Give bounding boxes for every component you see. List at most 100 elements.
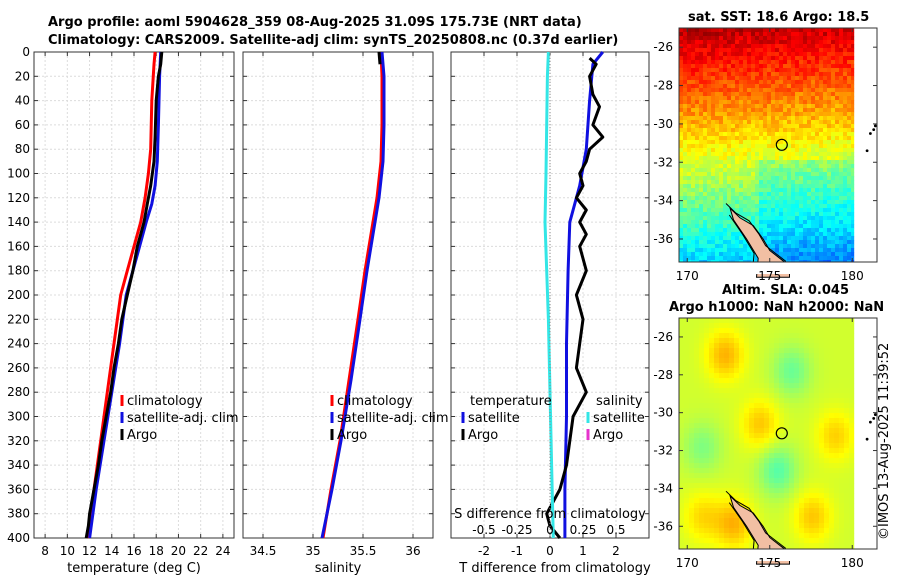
map-cell	[719, 224, 724, 229]
map-cell	[679, 323, 685, 329]
map-cell	[699, 160, 704, 165]
map-cell	[795, 184, 800, 189]
map-cell	[719, 373, 725, 379]
island-dot	[865, 437, 869, 441]
map-cell	[759, 413, 765, 419]
map-cell	[804, 368, 810, 374]
map-cell	[787, 28, 792, 33]
map-cell	[715, 200, 720, 205]
map-cell	[727, 164, 732, 169]
map-cell	[759, 80, 764, 85]
map-cell	[783, 236, 788, 241]
map-cell	[844, 363, 850, 369]
map-cell	[807, 92, 812, 97]
map-cell	[799, 116, 804, 121]
map-cell	[783, 36, 788, 41]
map-cell	[723, 184, 728, 189]
map-cell	[749, 493, 755, 499]
map-cell	[755, 184, 760, 189]
map-cell	[719, 204, 724, 209]
map-cell	[715, 44, 720, 49]
map-cell	[735, 156, 740, 161]
map-cell	[679, 463, 685, 469]
map-cell	[819, 36, 824, 41]
map-cell	[679, 468, 685, 474]
map-cell	[783, 208, 788, 213]
map-cell	[715, 64, 720, 69]
map-cell	[683, 168, 688, 173]
map-cell	[715, 212, 720, 217]
map-cell	[683, 212, 688, 217]
map-cell	[794, 333, 800, 339]
map-cell	[759, 418, 765, 424]
map-cell	[784, 413, 790, 419]
map-cell	[847, 244, 852, 249]
map-cell	[844, 443, 850, 449]
map-cell	[827, 60, 832, 65]
map-cell	[759, 478, 765, 484]
map-cell	[703, 176, 708, 181]
map-cell	[769, 328, 775, 334]
map-cell	[754, 408, 760, 414]
map-cell	[799, 220, 804, 225]
map-cell	[763, 220, 768, 225]
map-cell	[807, 64, 812, 69]
diff-temp-legend-label: satellite	[468, 411, 520, 426]
map-cell	[827, 116, 832, 121]
map-cell	[804, 323, 810, 329]
map-cell	[783, 148, 788, 153]
map-cell	[694, 323, 700, 329]
map-cell	[815, 36, 820, 41]
map-cell	[809, 538, 815, 544]
map-cell	[764, 383, 770, 389]
map-cell	[829, 413, 835, 419]
map-cell	[795, 76, 800, 81]
map-cell	[829, 538, 835, 544]
map-cell	[723, 108, 728, 113]
map-cell	[764, 363, 770, 369]
map-cell	[829, 433, 835, 439]
map-cell	[687, 52, 692, 57]
map-cell	[849, 438, 855, 444]
map-cell	[719, 116, 724, 121]
map-cell	[779, 252, 784, 257]
map-cell	[819, 28, 824, 33]
map-cell	[783, 72, 788, 77]
map-cell	[829, 428, 835, 434]
map-cell	[723, 216, 728, 221]
map-cell	[849, 538, 855, 544]
map-cell	[747, 164, 752, 169]
map-cell	[723, 72, 728, 77]
map-cell	[749, 453, 755, 459]
map-cell	[809, 423, 815, 429]
map-cell	[763, 56, 768, 61]
map-cell	[849, 543, 855, 549]
map-cell	[751, 196, 756, 201]
map-cell	[787, 208, 792, 213]
map-cell	[715, 220, 720, 225]
map-cell	[723, 180, 728, 185]
map-cell	[823, 220, 828, 225]
map-cell	[815, 168, 820, 173]
map-cell	[791, 68, 796, 73]
map-cell	[695, 144, 700, 149]
map-cell	[727, 256, 732, 261]
map-cell	[819, 408, 825, 414]
map-cell	[684, 513, 690, 519]
map-cell	[849, 328, 855, 334]
map-cell	[699, 220, 704, 225]
map-cell	[819, 338, 825, 344]
map-cell	[831, 252, 836, 257]
map-cell	[691, 248, 696, 253]
map-cell	[819, 508, 825, 514]
map-cell	[714, 398, 720, 404]
map-cell	[755, 40, 760, 45]
map-cell	[719, 508, 725, 514]
map-cell	[679, 124, 684, 129]
map-cell	[679, 478, 685, 484]
map-cell	[759, 184, 764, 189]
series-line	[563, 51, 604, 538]
map-cell	[704, 528, 710, 534]
map-cell	[727, 236, 732, 241]
